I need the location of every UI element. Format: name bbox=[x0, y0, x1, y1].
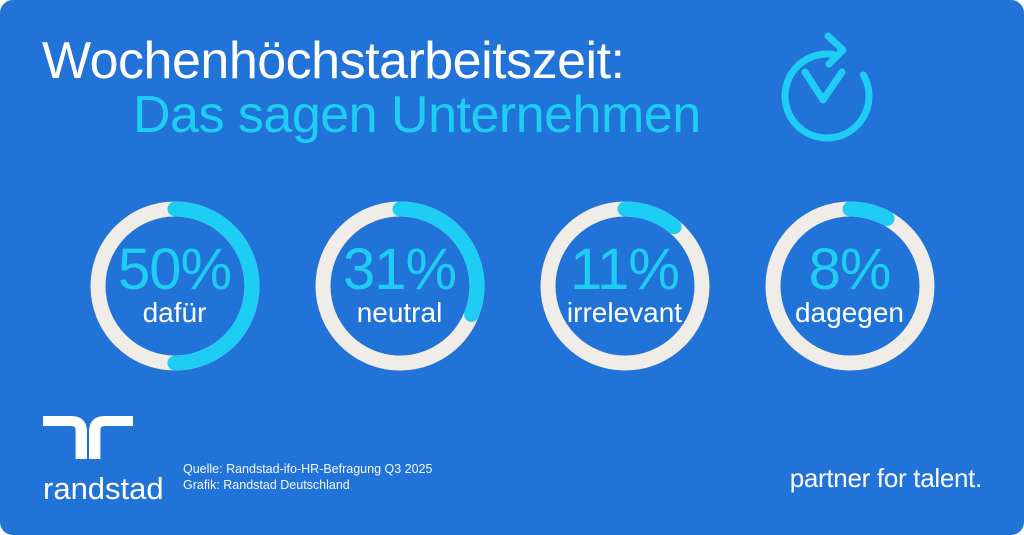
randstad-logo: randstad bbox=[43, 416, 164, 506]
donut-arc bbox=[540, 201, 709, 371]
stat-label: dagegen bbox=[794, 296, 904, 328]
stat-text: 11% irrelevant bbox=[540, 201, 710, 371]
clock-countdown-icon bbox=[781, 32, 873, 142]
stat-percent-value: 31% bbox=[342, 236, 457, 302]
stat-percent-value: 50% bbox=[117, 236, 232, 302]
title-line-2: Das sagen Unternehmen bbox=[133, 86, 701, 144]
stat-label: neutral bbox=[356, 296, 443, 328]
brand-tagline: partner for talent. bbox=[789, 463, 983, 493]
donut-arc bbox=[315, 201, 484, 371]
stat-label: irrelevant bbox=[566, 296, 683, 328]
stat-donut: 31% neutral bbox=[315, 201, 485, 371]
stat-text: 50% dafür bbox=[90, 201, 260, 371]
donut-arc bbox=[765, 201, 934, 371]
randstad-r-logo-icon bbox=[43, 416, 133, 459]
stat-text: 31% neutral bbox=[315, 201, 485, 371]
stat-text: 8% dagegen bbox=[765, 201, 935, 371]
donut-ring bbox=[540, 201, 709, 371]
stat-percent-value: 11% bbox=[570, 236, 680, 302]
source-credit: Quelle: Randstad-ifo-HR-Befragung Q3 202… bbox=[183, 461, 432, 493]
page-title: Wochenhöchstarbeitszeit: Das sagen Unter… bbox=[42, 34, 701, 142]
stat-donut: 8% dagegen bbox=[765, 201, 935, 371]
stat-donut: 50% dafür bbox=[90, 201, 260, 371]
arrow-head bbox=[824, 32, 847, 68]
brand-wordmark: randstad bbox=[43, 471, 164, 506]
stat-percent-value: 8% bbox=[808, 236, 892, 302]
donut-ring bbox=[765, 201, 934, 371]
stats-row: 50% dafür 31% neutral 11% irrelevant 8% bbox=[0, 201, 1024, 371]
stat-donut: 11% irrelevant bbox=[540, 201, 710, 371]
stat-label: dafür bbox=[142, 296, 207, 328]
title-line-1: Wochenhöchstarbeitszeit: bbox=[42, 32, 625, 90]
source-line-1: Quelle: Randstad-ifo-HR-Befragung Q3 202… bbox=[183, 462, 433, 476]
source-line-2: Grafik: Randstad Deutschland bbox=[183, 478, 350, 492]
donut-ring bbox=[315, 201, 484, 371]
donut-arc bbox=[90, 201, 259, 371]
donut-ring bbox=[90, 201, 259, 371]
clock-hands bbox=[801, 68, 846, 104]
